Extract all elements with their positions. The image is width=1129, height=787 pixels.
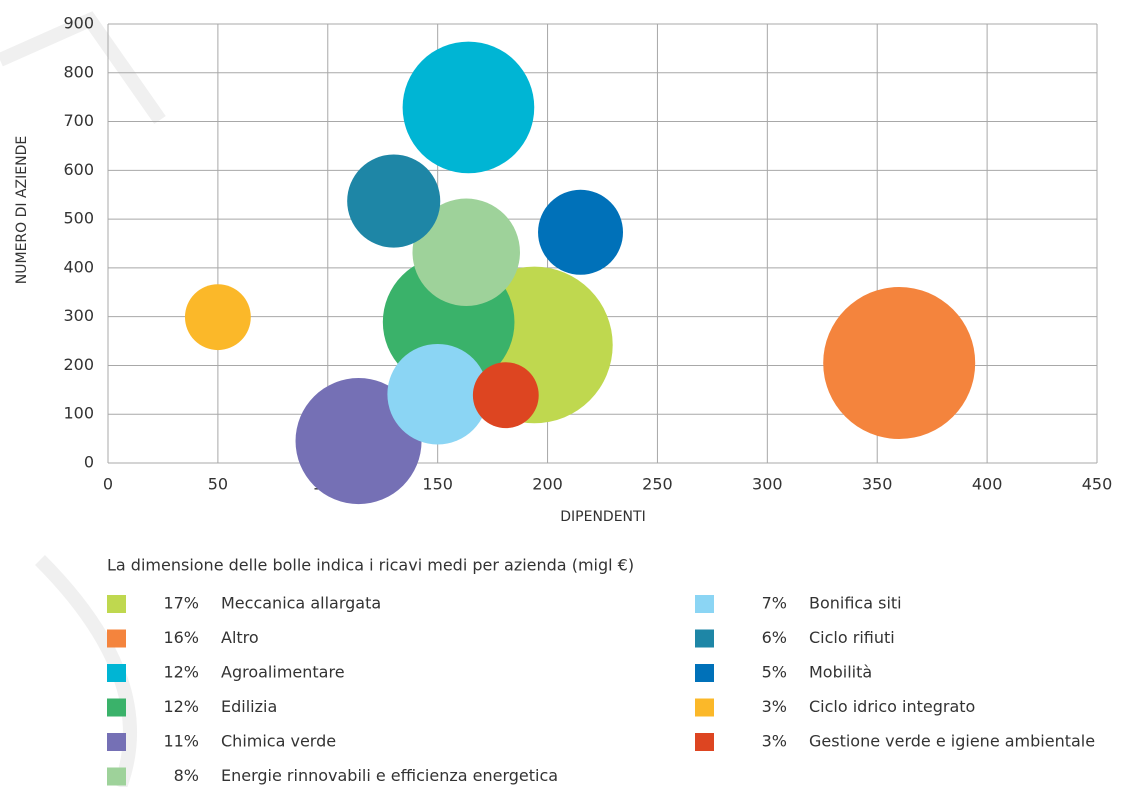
legend-label: Edilizia <box>221 697 277 716</box>
legend-swatch <box>695 595 714 613</box>
legend-label: Gestione verde e igiene ambientale <box>809 732 1095 751</box>
legend-label: Altro <box>221 628 259 647</box>
y-tick-label: 300 <box>63 306 94 325</box>
legend-label: Chimica verde <box>221 732 336 751</box>
y-tick-label: 700 <box>63 111 94 130</box>
legend-label: Ciclo rifiuti <box>809 628 895 647</box>
decor <box>0 11 166 125</box>
legend-label: Ciclo idrico integrato <box>809 697 975 716</box>
legend-swatch <box>107 629 126 648</box>
legend-share: 17% <box>163 594 199 613</box>
x-tick-label: 300 <box>752 475 783 494</box>
legend-swatch <box>107 595 126 613</box>
bubble <box>538 189 624 275</box>
bubble <box>402 41 535 174</box>
legend-share: 6% <box>762 628 787 647</box>
x-tick-label: 50 <box>208 475 228 494</box>
legend-label: Energie rinnovabili e efficienza energet… <box>221 766 558 785</box>
legend-swatch <box>695 664 714 682</box>
legend-share: 12% <box>163 697 199 716</box>
bubble <box>412 198 520 307</box>
legend-label: Bonifica siti <box>809 594 902 613</box>
y-tick-label: 200 <box>63 355 94 374</box>
bubble <box>472 362 539 429</box>
size-note: La dimensione delle bolle indica i ricav… <box>107 556 634 575</box>
y-tick-label: 800 <box>63 62 94 81</box>
x-tick-label: 400 <box>972 475 1003 494</box>
x-tick-label: 0 <box>103 475 113 494</box>
legend-swatch <box>695 698 714 717</box>
legend-share: 3% <box>762 732 787 751</box>
y-tick-label: 900 <box>63 14 94 33</box>
x-tick-label: 150 <box>422 475 453 494</box>
legend-swatch <box>107 698 126 717</box>
x-tick-label: 350 <box>862 475 893 494</box>
legend-label: Mobilità <box>809 663 872 682</box>
x-axis-label: DIPENDENTI <box>560 509 645 525</box>
legend-swatch <box>695 629 714 648</box>
bubble <box>387 343 488 445</box>
bubble <box>823 287 976 440</box>
legend-swatch <box>107 733 126 751</box>
legend-share: 11% <box>163 732 199 751</box>
y-tick-label: 500 <box>63 209 94 228</box>
legend-share: 12% <box>163 663 199 682</box>
y-tick-label: 400 <box>63 257 94 276</box>
y-tick-label: 600 <box>63 160 94 179</box>
legend-swatch <box>107 664 126 682</box>
legend-share: 7% <box>762 594 787 613</box>
legend-share: 8% <box>174 766 199 785</box>
legend-share: 16% <box>163 628 199 647</box>
legend-swatch <box>107 767 126 786</box>
y-tick-label: 100 <box>63 404 94 423</box>
x-tick-label: 250 <box>642 475 673 494</box>
bubble <box>184 284 251 351</box>
legend-label: Meccanica allargata <box>221 594 381 613</box>
x-tick-label: 450 <box>1082 475 1113 494</box>
bubble <box>347 154 441 248</box>
legend-label: Agroalimentare <box>221 663 345 682</box>
y-tick-label: 0 <box>84 453 94 472</box>
legend-share: 3% <box>762 697 787 716</box>
legend-swatch <box>695 733 714 751</box>
y-axis-label: NUMERO DI AZIENDE <box>14 136 30 284</box>
x-tick-label: 200 <box>532 475 563 494</box>
legend-share: 5% <box>762 663 787 682</box>
